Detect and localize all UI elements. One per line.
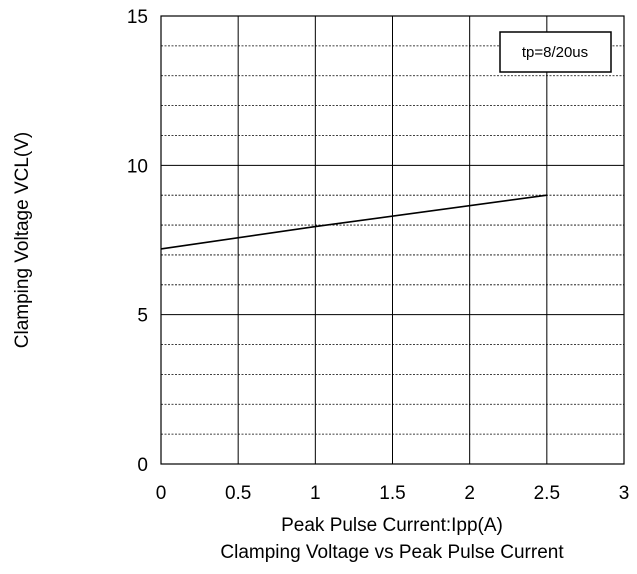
x-tick-label: 0 (156, 483, 167, 504)
x-tick-label: 1 (310, 483, 321, 504)
annotation-text: tp=8/20us (522, 44, 588, 61)
series-layer (160, 194, 547, 250)
y-tick-label: 0 (137, 455, 148, 476)
y-tick-labels: 0 5 10 15 (127, 7, 148, 476)
x-tick-label: 2.5 (534, 483, 560, 504)
x-axis-title: Peak Pulse Current:Ipp(A) (281, 515, 503, 536)
x-tick-label: 2 (464, 483, 475, 504)
grid (161, 16, 624, 464)
y-tick-label: 10 (127, 156, 148, 177)
plot-frame (160, 15, 625, 465)
chart-title: Clamping Voltage vs Peak Pulse Current (220, 542, 564, 563)
annotation: tp=8/20us (499, 31, 612, 73)
x-tick-label: 3 (619, 483, 630, 504)
y-tick-label: 15 (127, 7, 148, 28)
x-tick-labels: 0 0.5 1 1.5 2 2.5 3 (156, 483, 630, 504)
y-tick-label: 5 (137, 306, 148, 327)
y-axis-title: Clamping Voltage VCL(V) (12, 132, 33, 349)
series-line (160, 194, 547, 250)
x-tick-label: 1.5 (379, 483, 405, 504)
x-tick-label: 0.5 (225, 483, 251, 504)
annotation-box (499, 31, 612, 73)
